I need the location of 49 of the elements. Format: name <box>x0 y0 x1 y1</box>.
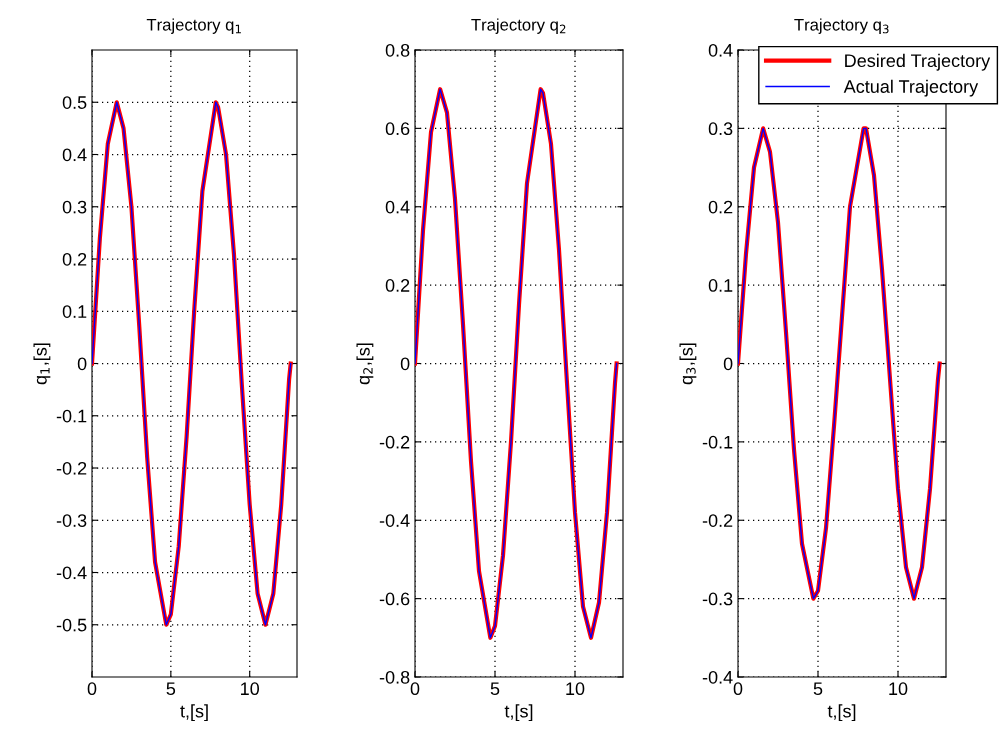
x-axis-title: t,[s] <box>827 704 856 722</box>
legend-label: Desired Trajectory <box>845 53 991 71</box>
y-axis-title: q$_{2}$,[s] <box>356 343 374 385</box>
y-tick-label: 0.3 <box>708 122 733 136</box>
x-axis-title: t,[s] <box>180 704 208 722</box>
y-tick-label: -0.3 <box>56 514 87 527</box>
y-tick-label: -0.3 <box>702 592 733 606</box>
y-tick-label: 0.8 <box>385 43 410 57</box>
y-tick-label: -0.4 <box>56 566 87 580</box>
x-tick-label: 5 <box>166 682 176 696</box>
y-tick-label: -0.1 <box>702 435 733 449</box>
legend-label: Actual Trajectory <box>843 79 979 97</box>
y-tick-label: 0.5 <box>62 96 87 109</box>
x-tick-label: 5 <box>490 682 500 696</box>
y-tick-label: -0.2 <box>702 514 733 527</box>
chart-title: Trajectory q$_{1}$ <box>146 18 241 34</box>
y-tick-label: 0.1 <box>62 305 87 318</box>
y-tick-label: -0.2 <box>379 435 410 449</box>
y-tick-label: -0.8 <box>379 670 410 684</box>
y-tick-label: -0.2 <box>56 461 87 475</box>
x-tick-label: 10 <box>889 682 908 696</box>
y-tick-label: 0.2 <box>385 279 410 292</box>
y-tick-label: 0 <box>77 357 87 371</box>
chart-title: Trajectory q$_{3}$ <box>794 18 889 34</box>
y-tick-label: -0.6 <box>379 592 410 606</box>
y-tick-label: -0.5 <box>56 618 87 632</box>
y-tick-label: 0.6 <box>385 122 410 136</box>
y-axis-title: q$_{1}$,[s] <box>33 343 51 385</box>
x-tick-label: 0 <box>410 682 420 696</box>
y-tick-label: 0 <box>723 357 733 371</box>
y-tick-label: -0.4 <box>702 670 733 684</box>
y-tick-label: 0.3 <box>62 200 87 214</box>
y-tick-label: -0.1 <box>56 409 87 423</box>
y-axis-title: q$_{3}$,[s] <box>679 343 697 385</box>
x-axis-title: t,[s] <box>504 704 533 722</box>
x-tick-label: 5 <box>813 682 823 696</box>
y-tick-label: 0.4 <box>708 43 733 57</box>
x-tick-label: 0 <box>87 682 97 696</box>
x-tick-label: 10 <box>566 682 585 696</box>
chart-title: Trajectory q$_{2}$ <box>471 18 566 34</box>
y-tick-label: 0.2 <box>62 252 87 266</box>
y-tick-label: 0.4 <box>385 200 410 214</box>
y-tick-label: -0.4 <box>379 514 410 527</box>
y-tick-label: 0.2 <box>708 200 733 214</box>
x-tick-label: 10 <box>241 682 260 696</box>
y-tick-label: 0.4 <box>62 148 87 162</box>
y-tick-label: 0.1 <box>708 279 733 292</box>
y-tick-label: 0 <box>400 357 410 371</box>
x-tick-label: 0 <box>733 682 743 696</box>
